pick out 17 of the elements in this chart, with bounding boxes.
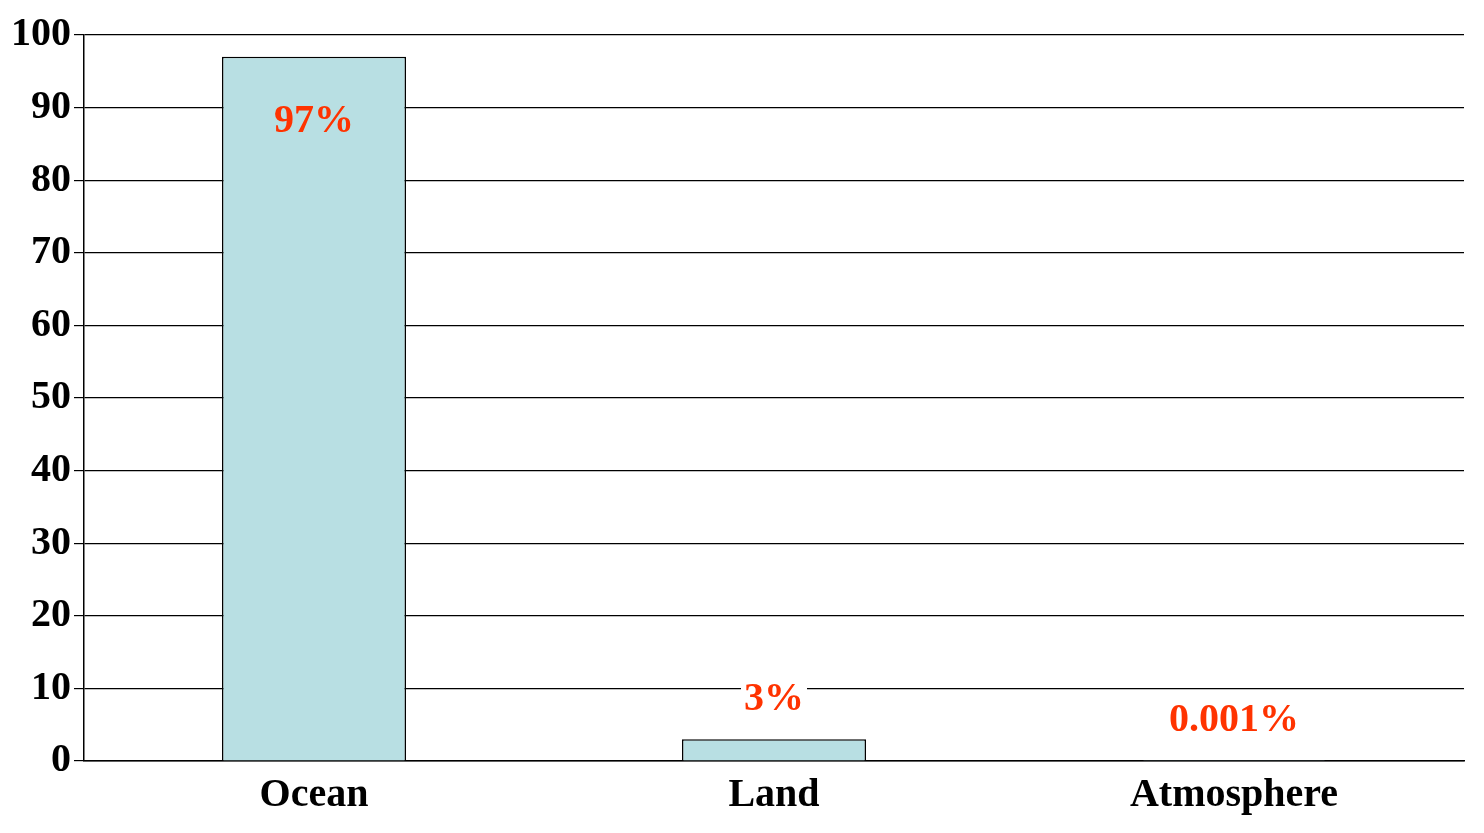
y-tick-label: 40	[31, 444, 71, 490]
y-tick-label: 90	[31, 81, 71, 127]
data-label: 3%	[744, 673, 804, 719]
x-tick-label: Ocean	[259, 770, 369, 816]
y-tick-label: 60	[31, 299, 71, 345]
y-tick-label: 100	[11, 9, 71, 55]
y-tick-label: 20	[31, 590, 71, 636]
y-tick-label: 30	[31, 517, 71, 563]
data-label: 0.001%	[1169, 695, 1299, 741]
x-tick-label: Land	[728, 770, 820, 816]
y-tick-label: 0	[51, 735, 71, 781]
y-tick-label: 50	[31, 372, 71, 418]
x-tick-label: Atmosphere	[1129, 770, 1339, 816]
data-label: 97%	[274, 96, 354, 142]
y-tick-label: 10	[31, 662, 71, 708]
y-tick-label: 80	[31, 154, 71, 200]
y-tick-label: 70	[31, 227, 71, 273]
